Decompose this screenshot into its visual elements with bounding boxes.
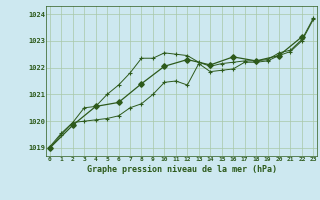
X-axis label: Graphe pression niveau de la mer (hPa): Graphe pression niveau de la mer (hPa) xyxy=(87,165,276,174)
